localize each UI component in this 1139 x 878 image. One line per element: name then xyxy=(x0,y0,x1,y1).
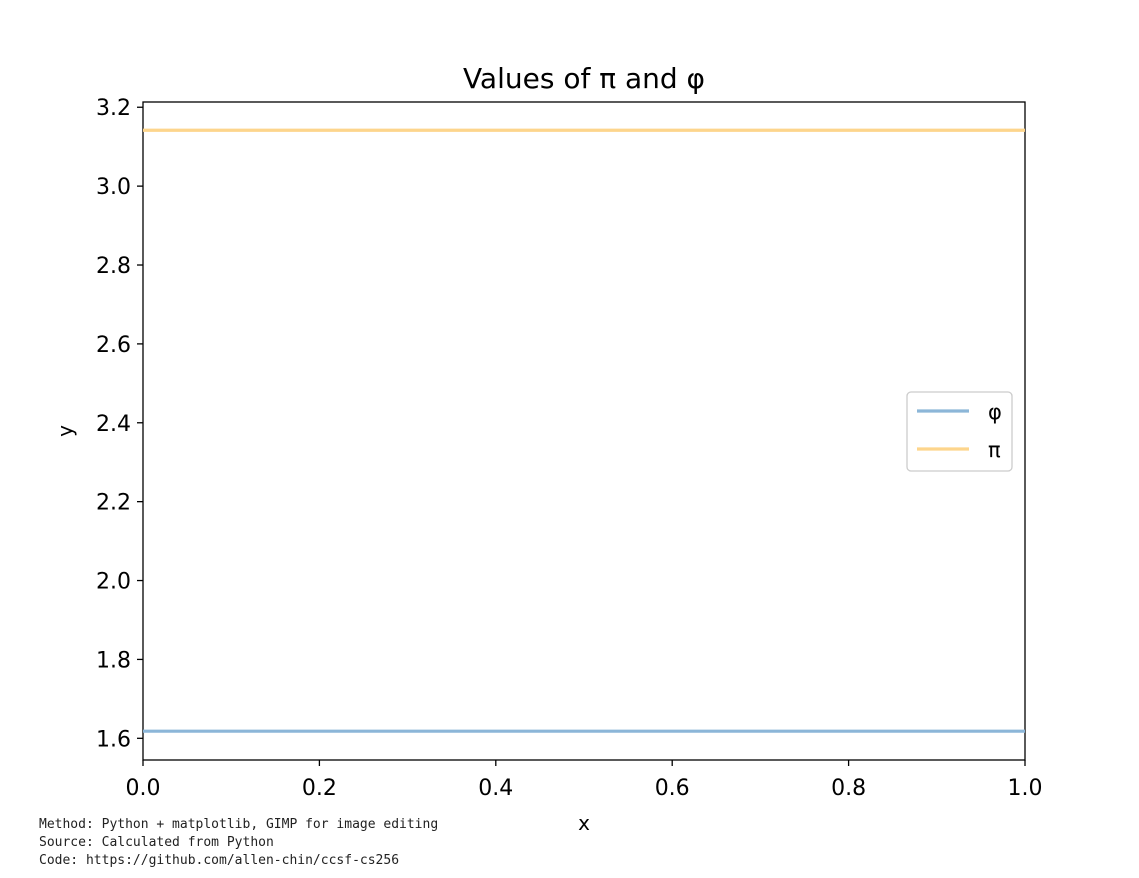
footer-source: Source: Calculated from Python xyxy=(39,835,274,850)
y-tick-label: 3.0 xyxy=(96,175,131,200)
chart-title: Values of π and φ xyxy=(463,62,705,95)
x-tick-label: 0.0 xyxy=(126,776,161,801)
axis-ticks: 0.0 0.2 0.4 0.6 0.8 1.0 1.6 1.8 2.0 2.2 2.4 2.6 2.8 3… xyxy=(96,96,1043,801)
x-tick-label: 0.2 xyxy=(302,776,337,801)
y-axis-label: y xyxy=(53,425,77,437)
footer-method: Method: Python + matplotlib, GIMP for im… xyxy=(39,817,439,832)
x-tick-label: 0.8 xyxy=(831,776,866,801)
footer-code: Code: https://github.com/allen-chin/ccsf… xyxy=(39,853,400,868)
x-axis-label: x xyxy=(578,811,590,835)
y-tick-label: 2.0 xyxy=(96,570,131,595)
plot-frame xyxy=(142,101,1026,761)
series-lines xyxy=(143,128,1025,733)
legend-label-0: φ xyxy=(988,400,1002,424)
y-tick-label: 2.2 xyxy=(96,491,131,516)
y-tick-label: 2.4 xyxy=(96,412,131,437)
y-tick-label: 1.8 xyxy=(96,648,131,673)
y-tick-label: 2.6 xyxy=(96,333,131,358)
plot-area xyxy=(142,101,1026,761)
legend: φπ xyxy=(906,391,1013,472)
x-tick-label: 1.0 xyxy=(1008,776,1043,801)
x-tick-label: 0.4 xyxy=(478,776,513,801)
legend-label-1: π xyxy=(988,438,1001,462)
y-tick-label: 3.2 xyxy=(96,96,131,121)
y-tick-label: 2.8 xyxy=(96,254,131,279)
x-tick-label: 0.6 xyxy=(655,776,690,801)
y-tick-label: 1.6 xyxy=(96,727,131,752)
